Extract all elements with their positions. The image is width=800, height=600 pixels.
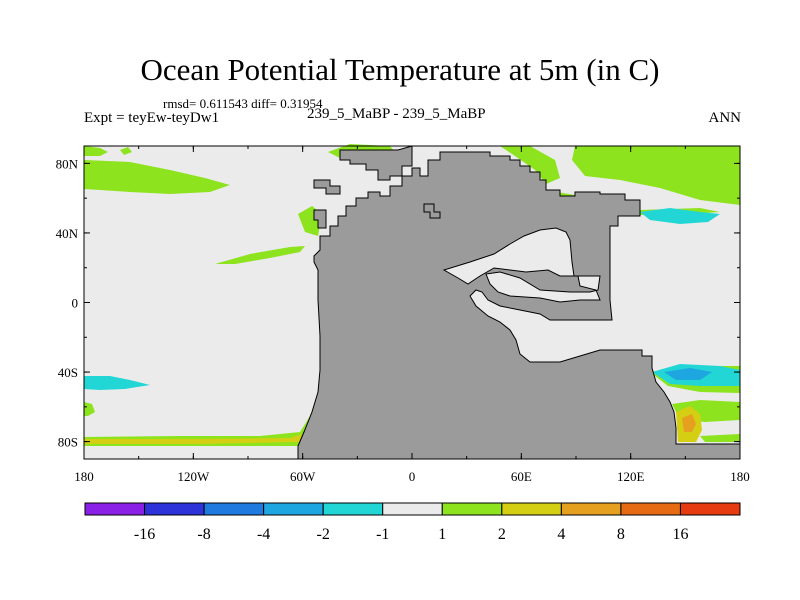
x-tick-label: 120W	[177, 469, 210, 484]
land-north-peninsula	[339, 145, 413, 181]
x-axis: 180 120W 60W 0 60E 120E 180	[74, 146, 750, 484]
patch-tropical-pacific	[215, 246, 305, 264]
colorbar-label: 2	[498, 526, 506, 543]
x-tick-label: 0	[409, 469, 416, 484]
colorbar-label: -4	[257, 526, 270, 543]
y-tick-label: 40N	[56, 226, 79, 241]
patch-arctic-west2	[120, 147, 132, 155]
patch-arctic-west	[84, 146, 108, 156]
x-tick-label: 180	[74, 469, 94, 484]
y-tick-label: 40S	[58, 365, 78, 380]
colorbar: -16 -8 -4 -2 -1 1 2 4 8 16	[84, 502, 741, 543]
y-tick-label: 80N	[56, 156, 79, 171]
colorbar-label: -2	[317, 526, 330, 543]
colorbar-swatch	[322, 502, 384, 516]
colorbar-swatch	[382, 502, 443, 516]
colorbar-label: -1	[376, 526, 389, 543]
patch-south-east3	[700, 434, 740, 442]
season-label: ANN	[708, 110, 742, 126]
patch-cyan-south-west	[84, 376, 150, 390]
x-tick-label: 60E	[511, 469, 532, 484]
patch-orange-south-east	[682, 414, 696, 432]
patch-north-pacific-west	[84, 160, 230, 194]
colorbar-swatch	[84, 502, 146, 516]
chart-title: Ocean Potential Temperature at 5m (in C)	[140, 52, 660, 87]
colorbar-swatch	[263, 502, 324, 516]
colorbar-swatch	[441, 502, 503, 516]
land-east-tongue	[442, 227, 601, 303]
colorbar-label: -16	[134, 526, 155, 543]
colorbar-label: 16	[672, 526, 688, 543]
colorbar-swatch	[144, 502, 205, 516]
case-label: 239_5_MaBP - 239_5_MaBP	[307, 106, 486, 122]
cold-anomaly-patches	[84, 208, 740, 390]
x-tick-label: 180	[730, 469, 750, 484]
colorbar-label: 4	[557, 526, 565, 543]
land-masses	[297, 145, 741, 460]
patch-blue-south-east	[664, 368, 712, 380]
colorbar-swatch	[203, 502, 265, 516]
patch-north-east	[572, 146, 740, 205]
patch-cyan-east-40n	[640, 208, 720, 224]
colorbar-label: -8	[197, 526, 210, 543]
colorbar-swatch	[620, 502, 681, 516]
colorbar-swatch	[501, 502, 562, 516]
x-tick-label: 120E	[617, 469, 645, 484]
land-small-island-center	[313, 209, 327, 229]
colorbar-label: 8	[617, 526, 625, 543]
colorbar-swatch	[560, 502, 622, 516]
patch-yellow-south-west	[84, 434, 302, 444]
y-tick-label: 80S	[58, 435, 78, 450]
colorbar-label: 1	[438, 526, 446, 543]
patch-south-west	[84, 402, 95, 416]
rmsd-diff-stats: rmsd= 0.611543 diff= 0.31954	[163, 96, 323, 111]
land-main-continent	[297, 151, 741, 460]
experiment-label: Expt = teyEw-teyDw1	[84, 110, 220, 126]
patch-arctic-east	[500, 146, 560, 184]
colorbar-swatch	[679, 502, 741, 516]
y-tick-label: 0	[72, 296, 79, 311]
y-axis: 80N 40N 0 40S 80S	[56, 156, 740, 450]
x-tick-label: 60W	[290, 469, 316, 484]
land-small-island-west	[313, 179, 341, 195]
land-island-east	[423, 203, 441, 219]
